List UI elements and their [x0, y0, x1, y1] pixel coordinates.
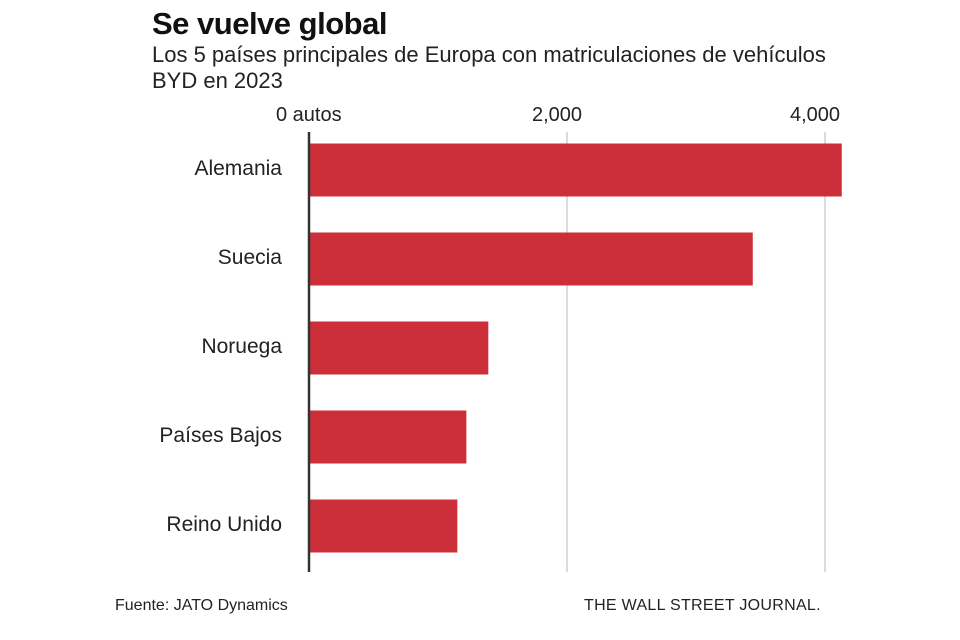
category-label: Países Bajos [159, 424, 282, 447]
x-tick-label: 4,000 [790, 104, 841, 126]
bar [309, 321, 489, 375]
chart-title: Se vuelve global [152, 6, 387, 41]
category-label: Noruega [201, 335, 282, 358]
category-label: Alemania [194, 157, 282, 180]
category-label: Suecia [217, 246, 282, 269]
chart-subtitle: Los 5 países principales de Europa con m… [152, 42, 826, 93]
x-tick-label: 0 autos [276, 104, 342, 126]
bar [309, 410, 467, 464]
publisher-credit: THE WALL STREET JOURNAL. [584, 597, 821, 614]
bar [309, 232, 753, 286]
category-label: Reino Unido [166, 513, 282, 536]
bar [309, 499, 458, 553]
x-tick-label: 2,000 [532, 104, 583, 126]
bar [309, 143, 842, 197]
source-note: Fuente: JATO Dynamics [115, 597, 288, 614]
